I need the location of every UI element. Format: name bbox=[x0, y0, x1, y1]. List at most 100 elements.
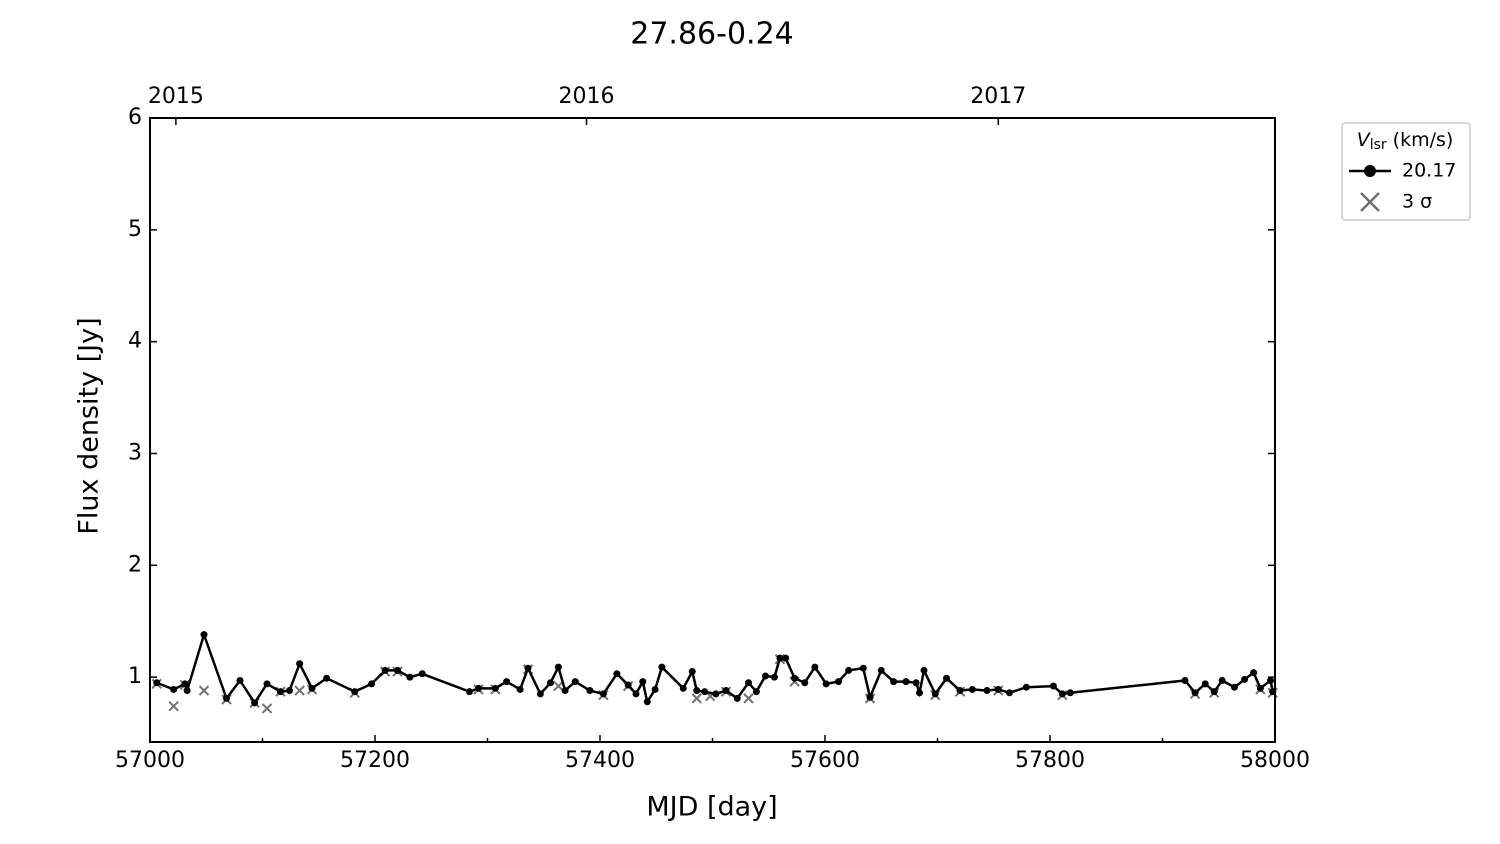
data-point bbox=[658, 663, 666, 671]
top-tick-label: 2015 bbox=[148, 84, 204, 109]
data-point bbox=[599, 690, 607, 698]
data-point bbox=[1241, 675, 1249, 683]
data-point bbox=[296, 660, 304, 668]
data-point bbox=[1191, 689, 1199, 697]
legend-items: 20.17 3 σ bbox=[1349, 160, 1456, 213]
data-point bbox=[791, 674, 799, 682]
data-point bbox=[198, 685, 210, 696]
x-tick-label: 58000 bbox=[1240, 748, 1310, 773]
data-point bbox=[536, 690, 544, 698]
data-point bbox=[553, 680, 564, 692]
data-point bbox=[351, 688, 359, 696]
data-point bbox=[368, 680, 376, 688]
data-point bbox=[643, 698, 651, 706]
data-point bbox=[822, 680, 830, 688]
data-point bbox=[1049, 682, 1057, 690]
data-point bbox=[1201, 680, 1209, 688]
data-point bbox=[1210, 688, 1218, 696]
x-axis-label: MJD [day] bbox=[646, 792, 777, 823]
data-point bbox=[920, 666, 928, 674]
data-point bbox=[381, 666, 389, 674]
data-point bbox=[761, 672, 769, 680]
data-point bbox=[912, 679, 920, 687]
legend: Vlsr (km/s) 20.17 3 σ bbox=[1341, 122, 1471, 221]
data-point bbox=[693, 687, 701, 695]
data-point bbox=[503, 678, 511, 686]
y-tick-label: 3 bbox=[128, 440, 142, 465]
data-point bbox=[624, 681, 632, 689]
data-point bbox=[153, 679, 161, 687]
data-point bbox=[701, 688, 709, 696]
data-point bbox=[743, 693, 754, 704]
data-point bbox=[561, 687, 569, 695]
data-point bbox=[931, 690, 939, 698]
data-point bbox=[394, 666, 401, 674]
y-tick-label: 5 bbox=[128, 217, 142, 242]
data-point bbox=[688, 668, 696, 676]
data-point bbox=[845, 666, 853, 674]
data-point bbox=[170, 685, 178, 693]
data-point bbox=[286, 687, 293, 695]
data-point bbox=[475, 684, 482, 692]
legend-title-rest: (km/s) bbox=[1393, 129, 1454, 151]
data-point bbox=[323, 674, 331, 682]
x-tick-label: 57400 bbox=[565, 748, 635, 773]
data-point bbox=[752, 688, 760, 696]
data-point bbox=[745, 679, 752, 687]
data-point bbox=[183, 687, 191, 695]
data-point bbox=[1250, 669, 1258, 677]
data-point bbox=[712, 690, 720, 698]
x-tick-label: 57200 bbox=[340, 748, 410, 773]
plot-area: 57000 57200 57400 57600 57800 58000 1 2 3 4 5 62015… bbox=[115, 84, 1310, 773]
legend-label: 3 σ bbox=[1402, 191, 1432, 213]
data-point bbox=[866, 693, 874, 701]
data-point bbox=[770, 673, 778, 681]
data-point bbox=[733, 694, 741, 702]
top-tick-label: 2016 bbox=[559, 84, 615, 109]
data-point bbox=[679, 684, 687, 692]
data-point bbox=[639, 678, 647, 686]
data-point bbox=[168, 701, 179, 712]
x-tick-label: 57800 bbox=[1015, 748, 1085, 773]
data-point bbox=[263, 680, 271, 688]
data-point bbox=[1267, 676, 1274, 684]
data-point bbox=[859, 664, 867, 672]
data-point bbox=[1006, 689, 1013, 697]
data-point bbox=[294, 685, 305, 696]
data-point bbox=[956, 687, 964, 695]
legend-marker bbox=[1364, 165, 1376, 177]
data-point bbox=[916, 689, 923, 697]
y-tick-label: 1 bbox=[128, 664, 142, 689]
legend-box bbox=[1341, 122, 1471, 221]
data-point bbox=[902, 678, 910, 686]
y-tick-label: 2 bbox=[128, 552, 142, 577]
data-point bbox=[418, 670, 426, 678]
data-point bbox=[236, 676, 244, 684]
data-point bbox=[1256, 684, 1264, 692]
legend-label: 20.17 bbox=[1402, 160, 1456, 182]
data-point bbox=[801, 679, 809, 687]
data-point bbox=[877, 666, 885, 674]
top-tick-label: 2017 bbox=[970, 84, 1026, 109]
data-point bbox=[776, 654, 784, 662]
data-point bbox=[251, 699, 259, 707]
y-tick-label: 4 bbox=[128, 329, 142, 354]
data-point bbox=[1181, 676, 1189, 684]
data-point bbox=[181, 680, 189, 688]
chart-title: 27.86-0.24 bbox=[630, 17, 794, 52]
legend-title: Vlsr (km/s) bbox=[1357, 129, 1454, 154]
data-point bbox=[1066, 689, 1074, 697]
data-point bbox=[835, 678, 842, 686]
data-point bbox=[261, 703, 273, 714]
y-axis-label: Flux density [Jy] bbox=[74, 317, 105, 534]
data-point bbox=[406, 673, 414, 681]
data-point bbox=[983, 687, 991, 695]
data-point bbox=[516, 685, 524, 693]
data-point bbox=[651, 685, 659, 693]
data-point bbox=[277, 688, 284, 696]
data-point bbox=[722, 687, 730, 695]
plot-frame bbox=[149, 117, 1276, 743]
data-point bbox=[554, 663, 562, 671]
data-point bbox=[586, 687, 594, 695]
